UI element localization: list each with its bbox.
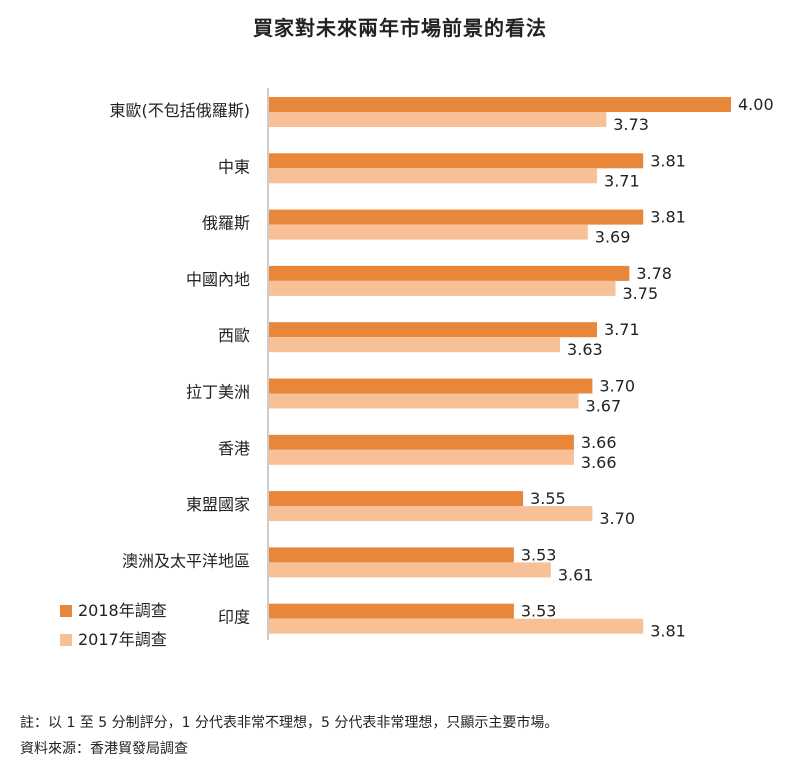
bar-2017	[269, 506, 593, 522]
bar-2018	[269, 378, 593, 394]
chart-title: 買家對未來兩年市場前景的看法	[253, 16, 547, 40]
data-label: 3.53	[521, 602, 557, 621]
category-label: 拉丁美洲	[186, 383, 250, 402]
data-label: 3.70	[599, 377, 635, 396]
data-label: 3.81	[650, 622, 686, 641]
data-label: 3.71	[604, 320, 640, 339]
footnote-source: 資料來源：香港貿發局調查	[20, 741, 188, 757]
bar-2017	[269, 562, 551, 578]
bar-2017	[269, 393, 579, 409]
bar-2017	[269, 112, 607, 127]
category-label: 澳洲及太平洋地區	[122, 551, 250, 570]
bar-2018	[269, 322, 598, 338]
data-label: 3.71	[604, 171, 640, 190]
data-label: 3.81	[650, 151, 686, 170]
bar-2017	[269, 224, 588, 240]
legend-label: 2017年調查	[78, 630, 167, 649]
data-label: 3.63	[567, 340, 603, 359]
data-label: 3.81	[650, 208, 686, 227]
legend-label: 2018年調查	[78, 601, 167, 620]
bar-2018	[269, 265, 630, 281]
category-label: 東盟國家	[186, 495, 250, 514]
data-label: 3.53	[521, 545, 557, 564]
bar-2018	[269, 434, 574, 450]
data-label: 3.75	[623, 284, 659, 303]
category-label: 中國內地	[186, 270, 250, 289]
data-label: 3.61	[558, 565, 594, 584]
data-label: 3.70	[599, 509, 635, 528]
data-label: 3.78	[636, 264, 672, 283]
bar-2018	[269, 209, 644, 225]
data-label: 3.73	[613, 115, 649, 134]
category-label: 西歐	[218, 326, 250, 345]
data-label: 3.69	[595, 228, 631, 247]
data-label: 3.55	[530, 489, 566, 508]
data-label: 3.66	[581, 453, 617, 472]
category-label: 俄羅斯	[202, 214, 250, 233]
data-label: 3.67	[586, 397, 622, 416]
data-label: 4.00	[738, 95, 774, 114]
bar-2017	[269, 449, 574, 465]
bar-2017	[269, 618, 644, 634]
legend-swatch	[60, 634, 72, 646]
bar-2018	[269, 547, 514, 563]
category-label: 印度	[218, 608, 250, 627]
category-label: 東歐(不包括俄羅斯)	[110, 101, 251, 120]
bar-2017	[269, 280, 616, 296]
category-label: 中東	[218, 157, 250, 176]
legend-swatch	[60, 605, 72, 617]
bar-2018	[269, 97, 731, 112]
bar-2018	[269, 603, 514, 619]
data-label: 3.66	[581, 433, 617, 452]
category-label: 香港	[218, 439, 250, 458]
footnote-note: 註：以 1 至 5 分制評分，1 分代表非常不理想，5 分代表非常理想，只顯示主…	[20, 715, 559, 731]
bar-2017	[269, 168, 598, 184]
bar-2017	[269, 337, 561, 353]
bar-2018	[269, 491, 524, 507]
bar-2018	[269, 153, 644, 169]
